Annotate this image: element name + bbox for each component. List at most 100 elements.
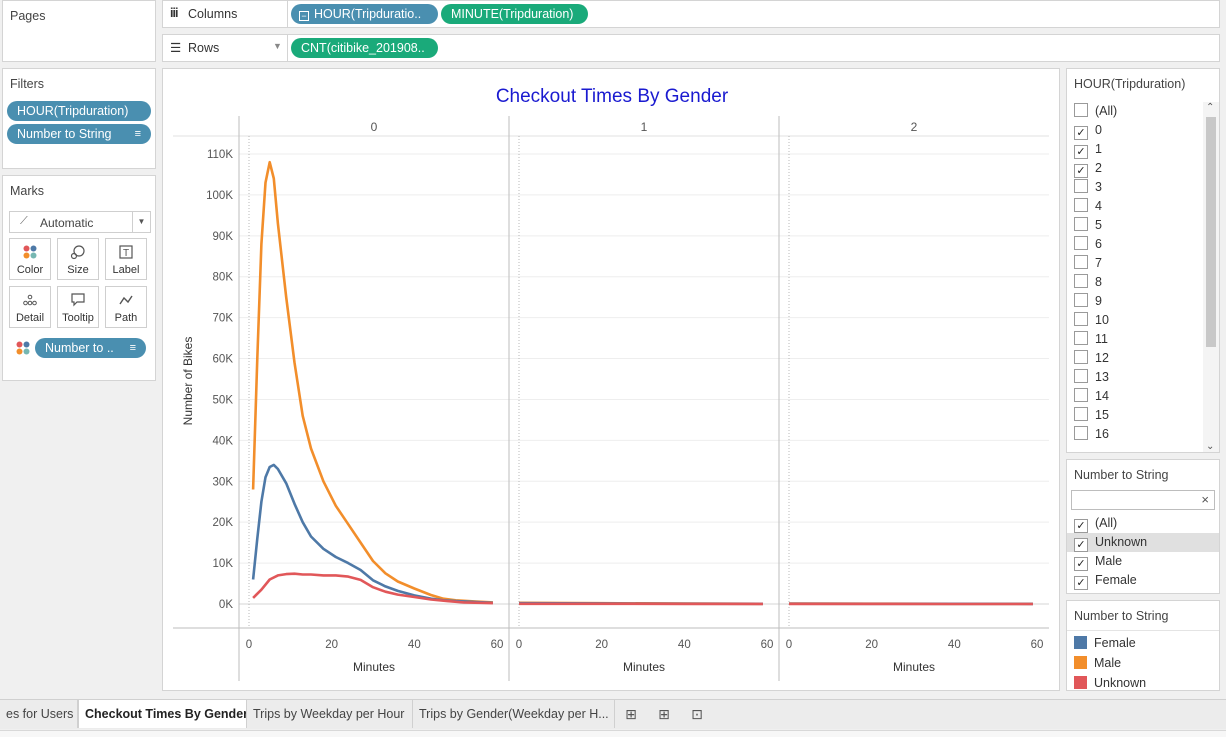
hour-filter-item-label: (All) xyxy=(1095,104,1118,118)
checkbox[interactable]: ✓ xyxy=(1074,519,1088,533)
size-button[interactable]: Size xyxy=(57,238,99,280)
pages-card[interactable]: Pages xyxy=(2,0,156,62)
panel-header-2: 2 xyxy=(911,120,918,134)
hour-filter-item[interactable]: 12 xyxy=(1074,349,1109,368)
mark-type-dropdown[interactable]: ⟋ Automatic ▼ xyxy=(9,211,151,233)
clear-icon[interactable]: × xyxy=(1201,492,1209,507)
checkbox[interactable] xyxy=(1074,103,1088,117)
checkbox[interactable] xyxy=(1074,217,1088,231)
checkbox[interactable]: ✓ xyxy=(1074,557,1088,571)
filter-pill-gender[interactable]: Number to String ≡ xyxy=(7,124,151,144)
legend-swatch xyxy=(1074,656,1087,669)
checkbox[interactable] xyxy=(1074,255,1088,269)
marks-card[interactable]: Marks ⟋ Automatic ▼ Color Size T Label D… xyxy=(2,175,156,381)
checkbox[interactable] xyxy=(1074,236,1088,250)
checkbox[interactable] xyxy=(1074,198,1088,212)
hour-filter-item[interactable]: ✓ 1 xyxy=(1074,140,1102,159)
sheet-tab[interactable]: Trips by Gender(Weekday per H... xyxy=(413,700,615,728)
checkbox[interactable]: ✓ xyxy=(1074,126,1088,140)
new-dashboard-button[interactable]: ⊞ xyxy=(658,706,670,722)
checkbox[interactable] xyxy=(1074,369,1088,383)
detail-button[interactable]: Detail xyxy=(9,286,51,328)
new-story-button[interactable]: ⊡ xyxy=(691,706,703,722)
series-line-male-hour-0[interactable] xyxy=(251,160,493,604)
gender-filter-item[interactable]: ✓ (All) xyxy=(1067,514,1219,533)
filter-pill-hour[interactable]: HOUR(Tripduration) xyxy=(7,101,151,121)
x-tick-label: 0 xyxy=(516,639,522,651)
gender-filter-card[interactable]: Number to String × ✓ (All) ✓ Unknown ✓ Male ✓ F… xyxy=(1066,459,1220,594)
gender-filter-search[interactable]: × xyxy=(1071,490,1215,510)
hour-filter-item[interactable]: 8 xyxy=(1074,273,1102,292)
legend-item[interactable]: Female xyxy=(1074,634,1136,653)
checkbox[interactable] xyxy=(1074,274,1088,288)
checkbox[interactable]: ✓ xyxy=(1074,576,1088,590)
rows-pill-count-label: CNT(citibike_201908.. xyxy=(301,41,425,55)
rows-dropdown-icon[interactable]: ▼ xyxy=(273,41,282,51)
y-tick-label: 0K xyxy=(219,599,233,611)
hour-filter-item[interactable]: 11 xyxy=(1074,330,1108,349)
series-line-female-hour-0[interactable] xyxy=(251,463,493,605)
legend-item-label: Unknown xyxy=(1094,676,1147,690)
line-chart[interactable]: Checkout Times By Gender Number of Bikes… xyxy=(163,69,1059,690)
scrollbar-thumb[interactable] xyxy=(1206,117,1216,347)
checkbox[interactable]: ✓ xyxy=(1074,145,1088,159)
gender-search-input[interactable] xyxy=(1074,492,1194,508)
checkbox[interactable]: ✓ xyxy=(1074,538,1088,552)
hour-filter-card[interactable]: HOUR(Tripduration) (All) ✓ 0 ✓ 1 ✓ 2 3 4 5 6 7 8 9 10 1… xyxy=(1066,68,1220,453)
hour-filter-list[interactable]: (All) ✓ 0 ✓ 1 ✓ 2 3 4 5 6 7 8 9 10 11 12 13 14 15 16 xyxy=(1067,102,1203,452)
x-tick-label: 60 xyxy=(1031,639,1044,651)
series-line-unknown-hour-0[interactable] xyxy=(252,572,493,605)
sheet-tab[interactable]: Trips by Weekday per Hour xyxy=(247,700,413,728)
hour-filter-item[interactable]: 16 xyxy=(1074,425,1109,444)
checkbox[interactable] xyxy=(1074,293,1088,307)
legend-card[interactable]: Number to String Female Male Unknown xyxy=(1066,600,1220,691)
checkbox[interactable] xyxy=(1074,388,1088,402)
checkbox[interactable] xyxy=(1074,407,1088,421)
checkbox[interactable] xyxy=(1074,350,1088,364)
gender-filter-item[interactable]: ✓ Female xyxy=(1067,571,1219,590)
hour-filter-item[interactable]: (All) xyxy=(1074,102,1117,121)
hour-filter-item[interactable]: 10 xyxy=(1074,311,1109,330)
gender-filter-list[interactable]: ✓ (All) ✓ Unknown ✓ Male ✓ Female xyxy=(1067,514,1219,594)
color-field-pill[interactable]: Number to .. ≡ xyxy=(35,338,146,358)
checkbox[interactable] xyxy=(1074,179,1088,193)
hour-filter-item[interactable]: ✓ 0 xyxy=(1074,121,1102,140)
checkbox[interactable] xyxy=(1074,312,1088,326)
checkbox[interactable]: ✓ xyxy=(1074,164,1088,178)
hour-filter-item[interactable]: 7 xyxy=(1074,254,1102,273)
label-button[interactable]: T Label xyxy=(105,238,147,280)
legend-item[interactable]: Male xyxy=(1074,654,1121,673)
scrollbar[interactable]: ⌃ ⌄ xyxy=(1203,102,1219,452)
columns-pill-minute[interactable]: MINUTE(Tripduration) xyxy=(441,4,588,24)
hour-filter-item[interactable]: 6 xyxy=(1074,235,1102,254)
color-button[interactable]: Color xyxy=(9,238,51,280)
new-sheet-button[interactable]: ⊞ xyxy=(625,706,637,722)
sheet-tab[interactable]: Checkout Times By Gender xyxy=(78,700,247,728)
rows-shelf[interactable]: ☰ Rows ▼ CNT(citibike_201908.. xyxy=(162,34,1220,62)
hour-filter-item-label: 4 xyxy=(1095,199,1102,213)
hour-filter-item[interactable]: 14 xyxy=(1074,387,1109,406)
legend-item[interactable]: Unknown xyxy=(1074,674,1146,693)
viz-canvas[interactable]: Checkout Times By Gender Number of Bikes… xyxy=(162,68,1060,691)
sheet-tab[interactable]: es for Users xyxy=(0,700,78,728)
checkbox[interactable] xyxy=(1074,331,1088,345)
hour-filter-item[interactable]: 5 xyxy=(1074,216,1102,235)
tooltip-button[interactable]: Tooltip xyxy=(57,286,99,328)
gender-filter-item[interactable]: ✓ Unknown xyxy=(1067,533,1219,552)
checkbox[interactable] xyxy=(1074,426,1088,440)
columns-shelf[interactable]: iii Columns − HOUR(Tripduratio.. MINUTE(T… xyxy=(162,0,1220,28)
collapse-icon[interactable]: − xyxy=(299,11,309,21)
hour-filter-item[interactable]: 4 xyxy=(1074,197,1102,216)
hour-filter-item[interactable]: ✓ 2 xyxy=(1074,159,1102,178)
columns-pill-hour[interactable]: − HOUR(Tripduratio.. xyxy=(291,4,438,24)
path-button[interactable]: Path xyxy=(105,286,147,328)
filters-card[interactable]: Filters HOUR(Tripduration) Number to Str… xyxy=(2,68,156,169)
rows-pill-count[interactable]: CNT(citibike_201908.. xyxy=(291,38,438,58)
hour-filter-item[interactable]: 9 xyxy=(1074,292,1102,311)
hour-filter-item[interactable]: 3 xyxy=(1074,178,1102,197)
scroll-down-icon[interactable]: ⌄ xyxy=(1206,441,1215,452)
gender-filter-item[interactable]: ✓ Male xyxy=(1067,552,1219,571)
hour-filter-item[interactable]: 13 xyxy=(1074,368,1109,387)
scroll-up-icon[interactable]: ⌃ xyxy=(1206,102,1215,113)
hour-filter-item[interactable]: 15 xyxy=(1074,406,1109,425)
